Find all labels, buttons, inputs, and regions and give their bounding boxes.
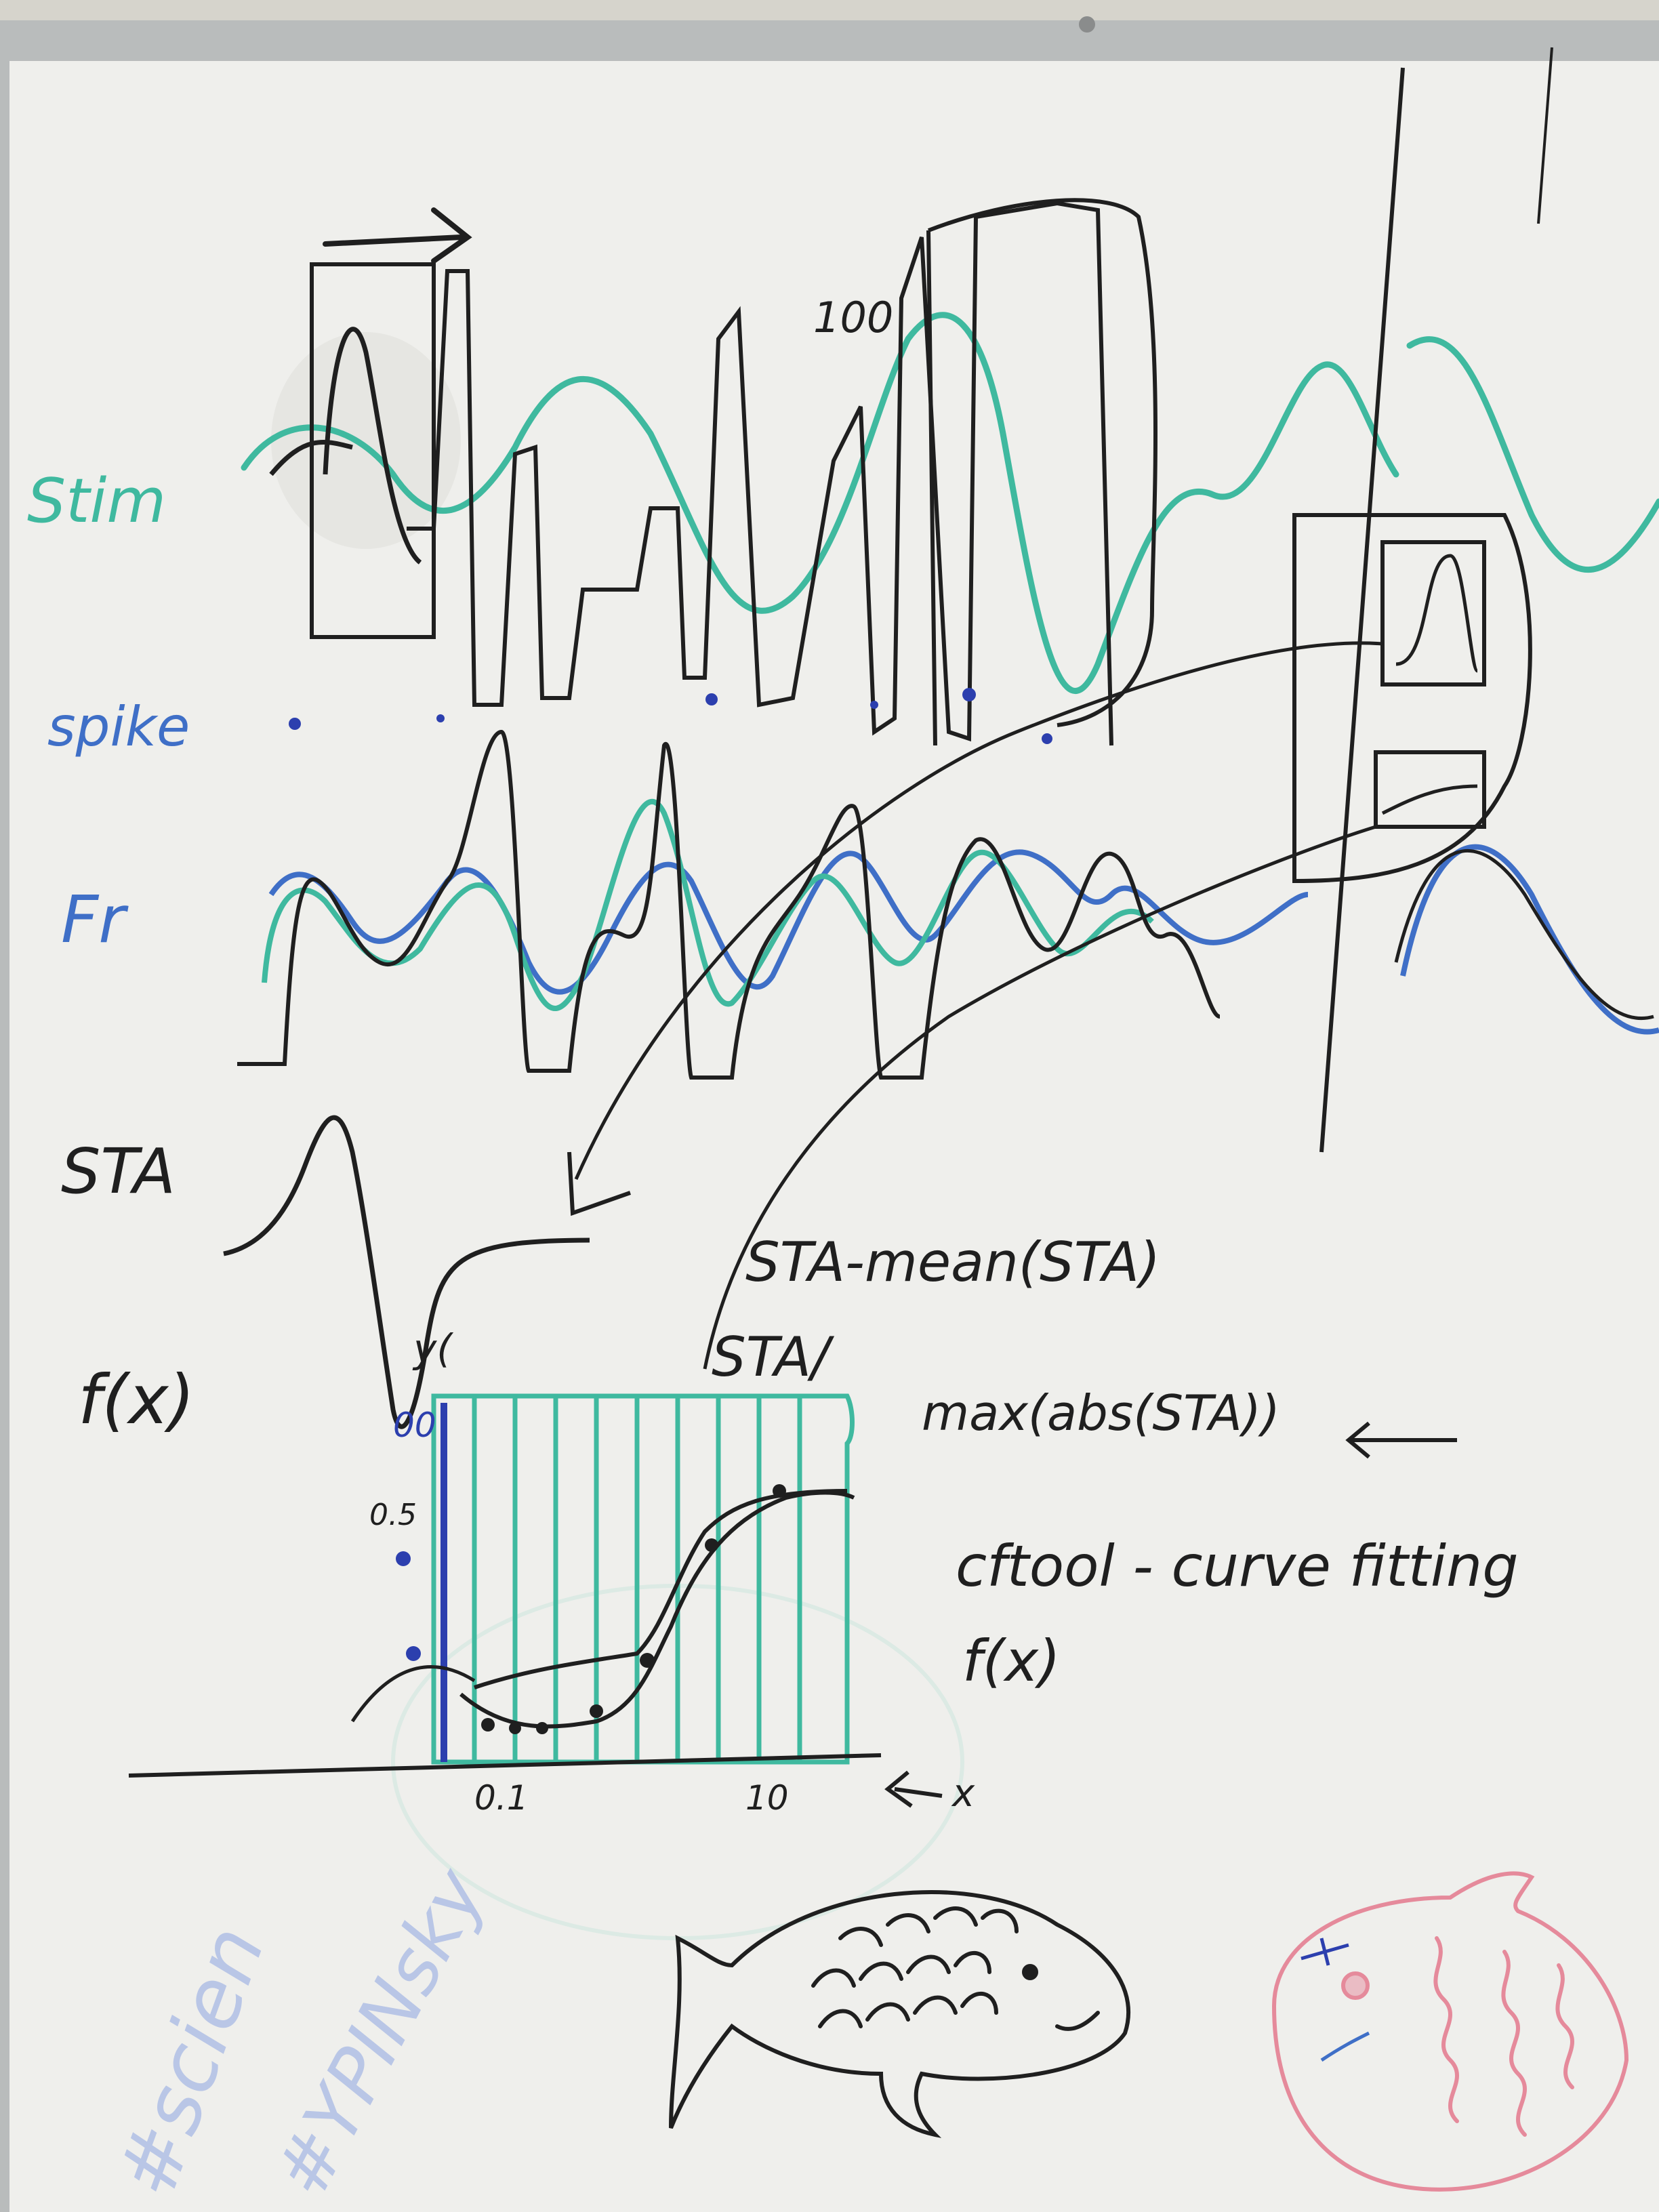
label-sta: STA	[61, 1135, 176, 1208]
y-axis-label: y(	[412, 1326, 453, 1372]
label-spike: spike	[47, 695, 190, 758]
fish-drawing	[669, 1890, 1130, 2138]
x-axis-label: x	[951, 1771, 975, 1816]
fr-trace-black	[237, 729, 1221, 1080]
sta-shape-in-window	[269, 327, 422, 565]
fr-trace-teal	[262, 798, 1154, 1011]
label-fx-right: f(x)	[962, 1628, 1061, 1694]
label-hundred: 100	[813, 293, 893, 342]
frame-screw	[1079, 16, 1095, 33]
label-cftool: cftool - curve fitting	[956, 1533, 1519, 1599]
stim-black-peak	[926, 198, 1158, 746]
data-points	[481, 1484, 786, 1734]
x-axis-arrow	[884, 1770, 943, 1808]
sta-curve	[223, 1115, 590, 1429]
label-fr: Fr	[61, 882, 129, 958]
pink-fish-drawing	[1271, 1871, 1629, 2192]
formula-max-abs: max(abs(STA))	[922, 1385, 1280, 1441]
stim-black-squarewave	[407, 201, 1113, 746]
connector-line-1	[574, 641, 1383, 1181]
formula-arrow	[1345, 1421, 1457, 1459]
nonlinearity-plot: y( 00 0.5 0.1 10 x	[128, 1326, 975, 1818]
formula-sta-div: STA/	[712, 1326, 835, 1389]
stim-trace	[241, 312, 1399, 694]
window-arrow	[323, 207, 472, 264]
vertical-time-marker-2	[1537, 47, 1553, 224]
fit-curve	[459, 1490, 855, 1729]
stim-trace-right	[1406, 336, 1659, 573]
x-axis-line	[128, 1753, 882, 1778]
stim-window-box	[310, 262, 436, 639]
fit-curve-left	[350, 1665, 476, 1723]
fr-trace-right	[1400, 844, 1659, 1035]
zoom-box	[1292, 513, 1532, 884]
x-tick-0-1: 0.1	[474, 1778, 529, 1818]
y-tick-mid: 0.5	[369, 1498, 417, 1532]
board-surface	[9, 61, 1659, 2212]
y-tick-top: 00	[393, 1406, 436, 1445]
zoom-inner-box	[1374, 540, 1486, 829]
arrow-head-1	[567, 1151, 631, 1216]
fit-curve-2	[474, 1489, 848, 1689]
y-axis-dots	[396, 1551, 421, 1661]
x-tick-10: 10	[745, 1778, 789, 1818]
vertical-time-marker	[1319, 67, 1405, 1153]
pink-fish-mouth	[1320, 2031, 1370, 2062]
spike-dots	[289, 688, 1052, 744]
connector-line-2	[703, 825, 1376, 1370]
pink-fish-hat	[1300, 1938, 1349, 1966]
label-stim: Stim	[27, 466, 166, 537]
formula-sta-mean: STA-mean(STA)	[745, 1231, 1160, 1294]
fr-trace-right-black	[1394, 848, 1654, 1020]
label-fx-left: f(x)	[78, 1360, 194, 1439]
zoom-inner-curve	[1381, 554, 1479, 815]
